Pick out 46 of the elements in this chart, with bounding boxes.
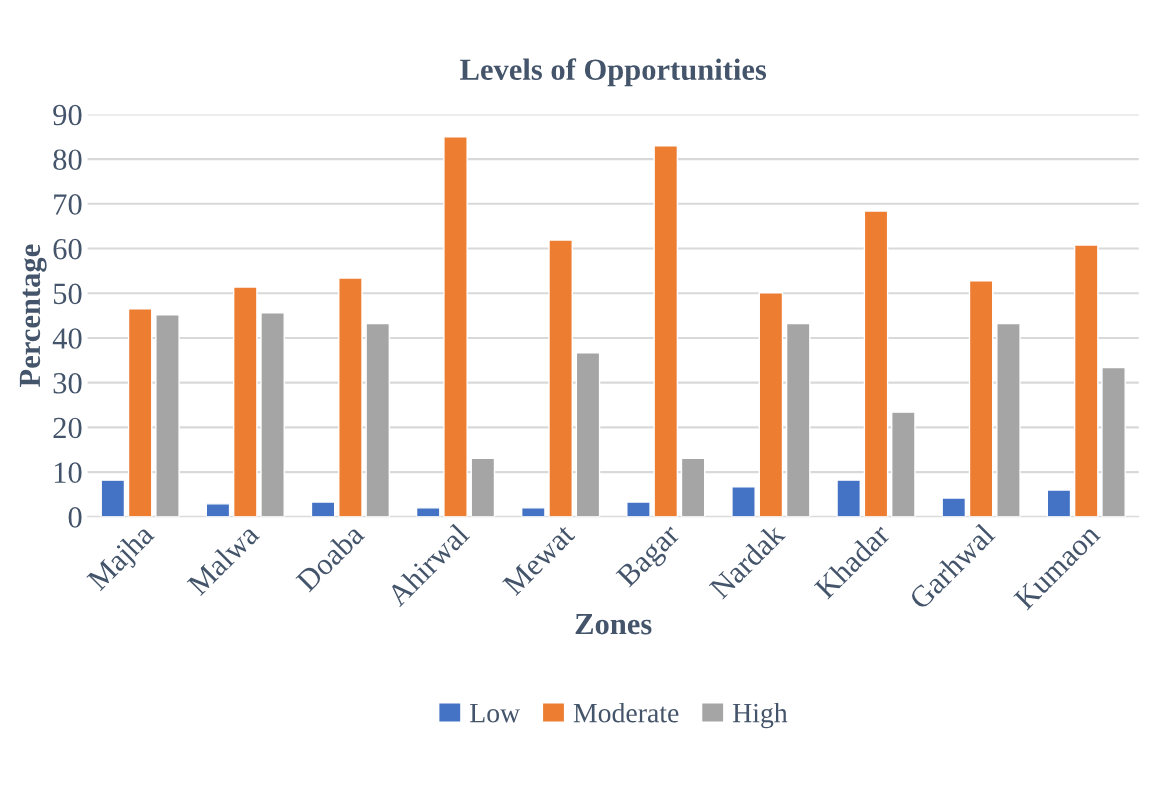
y-tick-label: 60	[53, 238, 82, 260]
bar	[205, 503, 231, 517]
bar	[1101, 366, 1126, 517]
chart-title: Levels of Opportunities	[460, 58, 767, 87]
bar	[731, 486, 756, 517]
y-tick-label: 90	[53, 104, 82, 126]
bar	[680, 457, 706, 517]
bar	[470, 457, 496, 517]
bar	[548, 239, 573, 517]
bar	[127, 308, 153, 517]
bar	[968, 280, 994, 517]
bar	[626, 501, 651, 517]
legend-label: Low	[470, 704, 521, 723]
y-tick-label: 80	[53, 149, 82, 171]
bar	[891, 411, 916, 517]
bar	[836, 479, 861, 517]
bar	[310, 501, 336, 517]
y-tick-label: 30	[53, 372, 82, 394]
bar	[863, 210, 889, 517]
bar	[996, 322, 1021, 517]
y-tick-label: 50	[53, 283, 82, 305]
bar	[758, 292, 784, 517]
bar	[100, 479, 126, 517]
bar	[260, 312, 285, 517]
bar	[785, 322, 811, 517]
legend-label: High	[732, 702, 788, 729]
bar	[520, 507, 546, 517]
legend-label: Moderate	[573, 702, 679, 723]
x-axis-title: Zones	[575, 614, 652, 635]
bar	[443, 136, 468, 517]
y-tick-label: 10	[54, 462, 82, 483]
bar	[155, 314, 180, 517]
bar	[575, 352, 601, 517]
y-tick-label: 0	[68, 507, 82, 528]
y-tick-label: 40	[52, 328, 82, 349]
bar	[941, 497, 967, 517]
y-tick-label: 70	[54, 194, 82, 215]
bar	[338, 277, 363, 517]
bar	[1046, 489, 1072, 517]
bar	[365, 322, 391, 517]
y-axis-title: Percentage	[19, 244, 47, 387]
y-tick-label: 20	[53, 417, 82, 439]
bar	[232, 286, 258, 517]
bar	[415, 507, 441, 517]
bar	[653, 145, 679, 517]
bar	[1073, 244, 1099, 517]
